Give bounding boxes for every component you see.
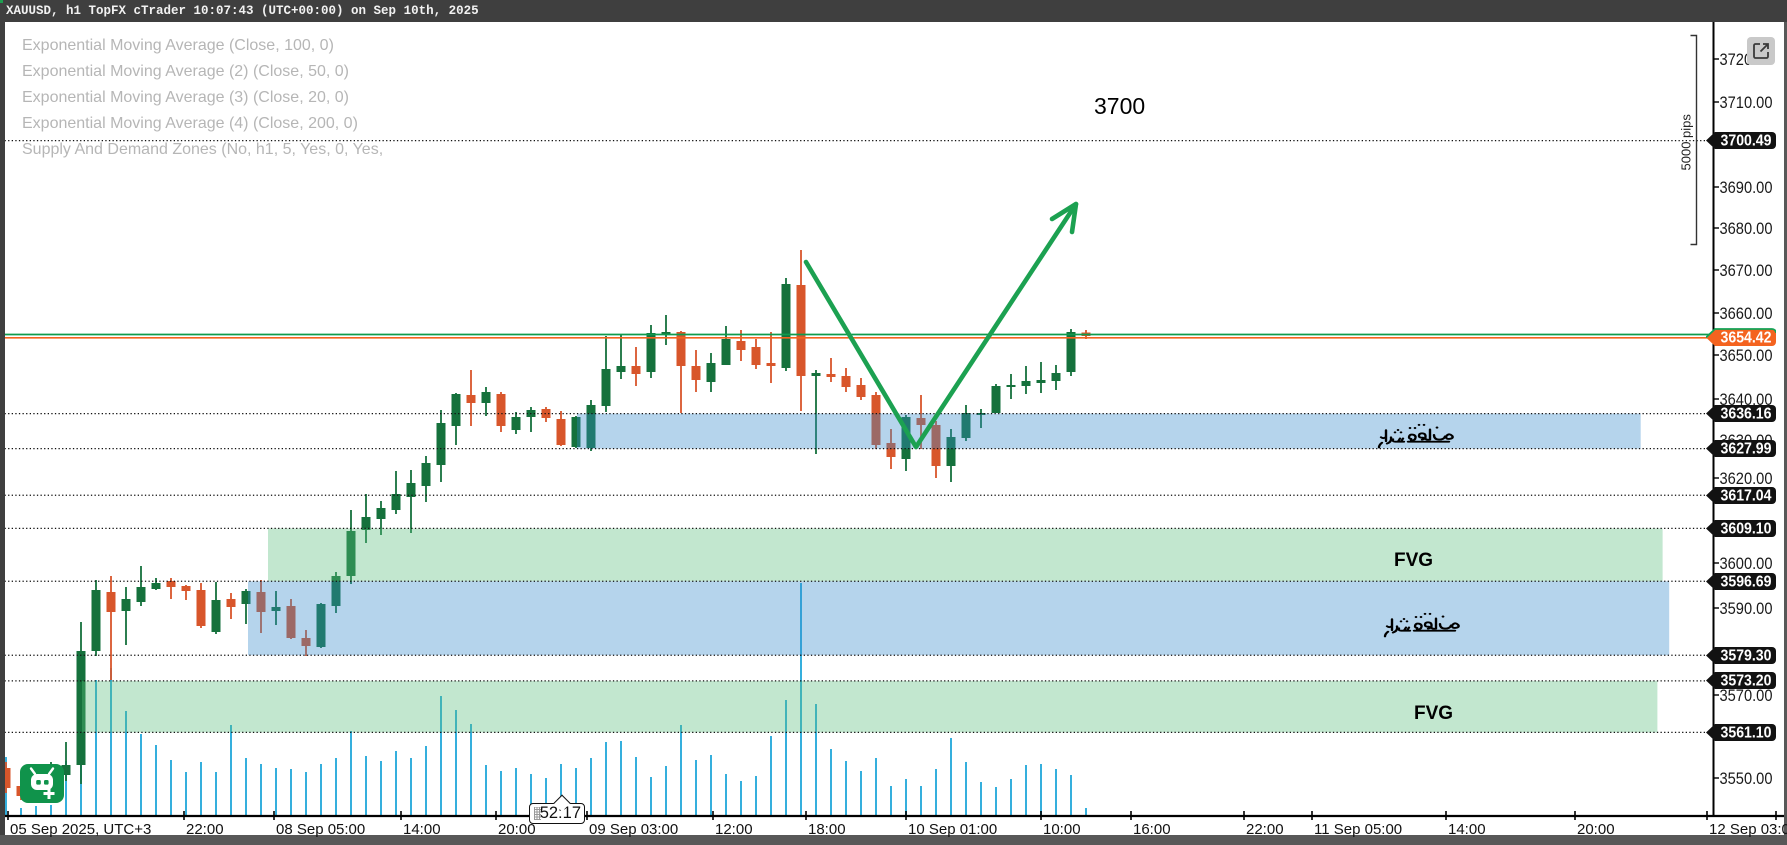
- svg-text:3627.99: 3627.99: [1721, 441, 1772, 458]
- svg-text:3550.00: 3550.00: [1720, 770, 1773, 788]
- svg-text:3590.00: 3590.00: [1720, 600, 1773, 618]
- svg-text:3700.49: 3700.49: [1721, 133, 1772, 150]
- svg-text:3609.10: 3609.10: [1721, 521, 1772, 538]
- svg-text:3670.00: 3670.00: [1720, 262, 1773, 280]
- svg-text:3710.00: 3710.00: [1720, 94, 1773, 112]
- svg-text:3690.00: 3690.00: [1720, 179, 1773, 197]
- svg-text:3570.00: 3570.00: [1720, 687, 1773, 705]
- svg-text:3579.30: 3579.30: [1721, 647, 1772, 664]
- svg-text:3636.16: 3636.16: [1721, 406, 1772, 423]
- svg-text:3573.20: 3573.20: [1721, 673, 1772, 690]
- svg-text:3640.00: 3640.00: [1720, 391, 1773, 409]
- svg-text:3654.42: 3654.42: [1721, 330, 1772, 347]
- svg-text:3561.10: 3561.10: [1721, 725, 1772, 742]
- svg-text:3680.00: 3680.00: [1720, 220, 1773, 238]
- svg-text:3617.04: 3617.04: [1721, 487, 1772, 504]
- svg-text:3650.00: 3650.00: [1720, 347, 1773, 365]
- svg-text:3620.00: 3620.00: [1720, 470, 1773, 488]
- svg-text:3660.00: 3660.00: [1720, 305, 1773, 323]
- svg-text:3596.69: 3596.69: [1721, 573, 1772, 590]
- svg-text:3600.00: 3600.00: [1720, 555, 1773, 573]
